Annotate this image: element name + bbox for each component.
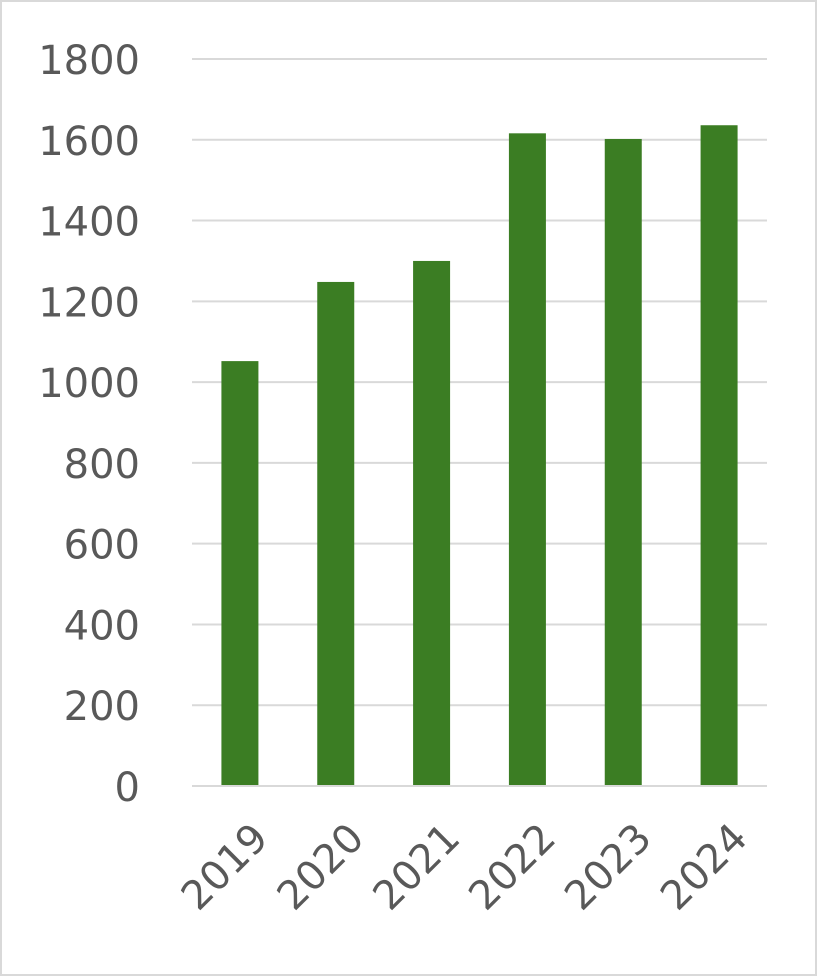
y-tick-label: 1800 <box>38 38 140 84</box>
x-tick-label-2022: 2022 <box>460 815 565 920</box>
bar-2023 <box>604 138 642 787</box>
y-tick-label: 1200 <box>38 280 140 326</box>
x-tick-label-2024: 2024 <box>652 815 757 920</box>
bars <box>221 125 738 787</box>
y-tick-label: 800 <box>64 442 140 488</box>
x-tick-label-2023: 2023 <box>556 815 661 920</box>
bar-2019 <box>221 361 259 786</box>
y-tick-label: 400 <box>64 603 140 649</box>
y-tick-label: 0 <box>115 765 140 811</box>
y-tick-label: 1000 <box>38 361 140 407</box>
gridlines <box>192 58 767 707</box>
bar-2020 <box>317 281 355 786</box>
y-tick-label: 1600 <box>38 119 140 165</box>
y-tick-label: 600 <box>64 523 140 569</box>
bar-2021 <box>413 260 451 786</box>
y-tick-label: 200 <box>64 684 140 730</box>
bar-2022 <box>508 133 546 786</box>
y-tick-label: 1400 <box>38 200 140 246</box>
bar-2024 <box>700 125 738 786</box>
x-tick-label-2019: 2019 <box>173 815 278 920</box>
y-axis-ticks: 0 200 400 600 800 1000 1200 1400 1600 1800 <box>38 38 140 811</box>
x-tick-label-2021: 2021 <box>365 815 470 920</box>
x-tick-label-2020: 2020 <box>269 815 374 920</box>
